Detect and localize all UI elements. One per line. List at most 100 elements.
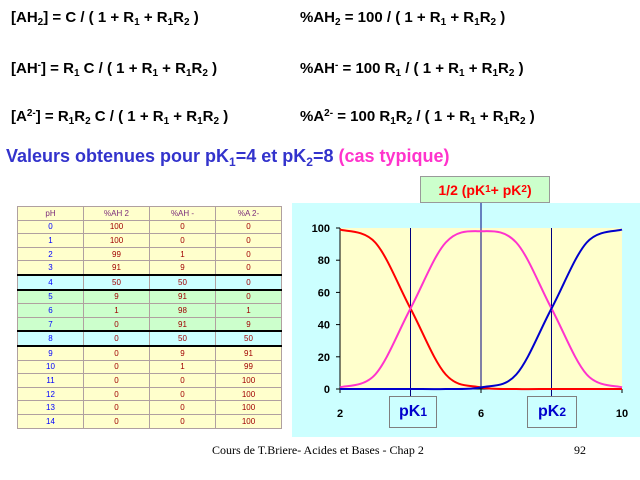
table-row: 9 0 9 91 [17, 345, 282, 361]
table-cell: 0 [149, 219, 216, 235]
table-cell: 50 [149, 330, 216, 347]
table-cell: 0 [83, 345, 150, 361]
table-cell: 9 [149, 345, 216, 361]
table-cell: 100 [83, 219, 150, 235]
table-row: 14 0 0 100 [17, 413, 282, 429]
eq-pct-ah: %AH- = 100 R1 / ( 1 + R1 + R1R2 ) [300, 60, 524, 79]
table-cell: 0 [83, 316, 150, 332]
table-cell: 9 [149, 260, 216, 276]
table-cell: 12 [17, 386, 84, 402]
table-cell: 91 [83, 260, 150, 276]
table-cell: 0 [83, 359, 150, 375]
table-cell: 13 [17, 400, 84, 415]
table-row: 12 0 0 100 [17, 386, 282, 402]
table-cell: 0 [17, 219, 84, 235]
table-cell: 100 [215, 413, 282, 429]
table-row: 5 9 91 0 [17, 289, 282, 305]
table-cell: 0 [83, 373, 150, 388]
x-tick-label: 10 [616, 408, 628, 420]
table-cell: 50 [215, 330, 282, 347]
eq-ah2: [AH2] = C / ( 1 + R1 + R1R2 ) [11, 9, 199, 28]
table-row: 8 0 50 50 [17, 330, 282, 347]
table-cell: 3 [17, 260, 84, 276]
table-cell: 1 [149, 359, 216, 375]
table-row: 4 50 50 0 [17, 274, 282, 291]
table-cell: 0 [149, 400, 216, 415]
table-row: 6 1 98 1 [17, 303, 282, 318]
table-cell: 1 [215, 303, 282, 318]
table-cell: 91 [149, 316, 216, 332]
table-row: 11 0 0 100 [17, 373, 282, 388]
y-tick-label: 40 [318, 320, 330, 332]
table-row: 3 91 9 0 [17, 260, 282, 276]
table-cell: 100 [215, 400, 282, 415]
table-cell: 10 [17, 359, 84, 375]
table-cell: 8 [17, 330, 84, 347]
table-cell: 91 [149, 289, 216, 305]
table-cell: 0 [149, 386, 216, 402]
table-cell: 0 [149, 233, 216, 248]
y-tick-label: 60 [318, 287, 330, 299]
table-cell: 5 [17, 289, 84, 305]
half-pk-label: 1/2 (pK 1 + pK 2) [420, 176, 550, 203]
table-cell: 99 [83, 246, 150, 262]
x-tick-label: 2 [337, 408, 343, 420]
table-cell: 9 [17, 345, 84, 361]
table-header-row: pH %AH 2 %AH - %A 2- [17, 206, 282, 221]
table-cell: 7 [17, 316, 84, 332]
pk2-label: pK 2 [527, 396, 577, 428]
distribution-chart: 0 20 40 60 80 100 2 6 10 [312, 203, 628, 420]
table-cell: 0 [83, 330, 150, 347]
series-line-2 [340, 228, 623, 391]
table-cell: 100 [215, 386, 282, 402]
eq-pct-a2: %A2- = 100 R1R2 / ( 1 + R1 + R1R2 ) [300, 108, 535, 127]
table-cell: 14 [17, 413, 84, 429]
table-row: 0 100 0 0 [17, 219, 282, 235]
y-tick-label: 20 [318, 352, 330, 364]
table-row: 10 0 1 99 [17, 359, 282, 375]
eq-ah: [AH-] = R1 C / ( 1 + R1 + R1R2 ) [11, 60, 218, 79]
eq-a2: [A2-] = R1R2 C / ( 1 + R1 + R1R2 ) [11, 108, 229, 127]
table-cell: 1 [17, 233, 84, 248]
table-cell: 0 [215, 289, 282, 305]
table-cell: 0 [215, 219, 282, 235]
column-header: pH [17, 206, 84, 221]
table-row: 13 0 0 100 [17, 400, 282, 415]
table-cell: 99 [215, 359, 282, 375]
column-header: %AH 2 [83, 206, 150, 221]
table-cell: 0 [215, 274, 282, 291]
table-cell: 91 [215, 345, 282, 361]
column-header: %A 2- [215, 206, 282, 221]
footer-page-number: 92 [574, 443, 586, 457]
table-row: 1 100 0 0 [17, 233, 282, 248]
table-cell: 100 [215, 373, 282, 388]
table-cell: 0 [83, 386, 150, 402]
y-tick-label: 100 [312, 223, 330, 235]
table-cell: 0 [83, 413, 150, 429]
footer-course: Cours de T.Briere- Acides et Bases - Cha… [212, 443, 424, 457]
table-cell: 1 [83, 303, 150, 318]
table-row: 7 0 91 9 [17, 316, 282, 332]
pk1-label: pK 1 [389, 396, 437, 428]
table-cell: 9 [215, 316, 282, 332]
y-tick-label: 0 [324, 384, 330, 396]
table-row: 2 99 1 0 [17, 246, 282, 262]
table-cell: 0 [215, 260, 282, 276]
series-line-1 [339, 230, 623, 389]
table-cell: 50 [149, 274, 216, 291]
table-cell: 0 [149, 413, 216, 429]
table-cell: 0 [149, 373, 216, 388]
y-tick-label: 80 [318, 255, 330, 267]
x-tick-label: 6 [478, 408, 484, 420]
table-cell: 50 [83, 274, 150, 291]
table-cell: 0 [215, 246, 282, 262]
table-cell: 6 [17, 303, 84, 318]
table-cell: 9 [83, 289, 150, 305]
headline: Valeurs obtenues pour pK1=4 et pK2=8 (ca… [6, 146, 450, 169]
table-cell: 2 [17, 246, 84, 262]
values-table: pH %AH 2 %AH - %A 2- 0 100 0 0 1 100 0 0 2 99 1 0 3 91 9 0… [17, 206, 282, 429]
table-cell: 0 [215, 233, 282, 248]
table-cell: 0 [83, 400, 150, 415]
table-cell: 98 [149, 303, 216, 318]
table-cell: 100 [83, 233, 150, 248]
